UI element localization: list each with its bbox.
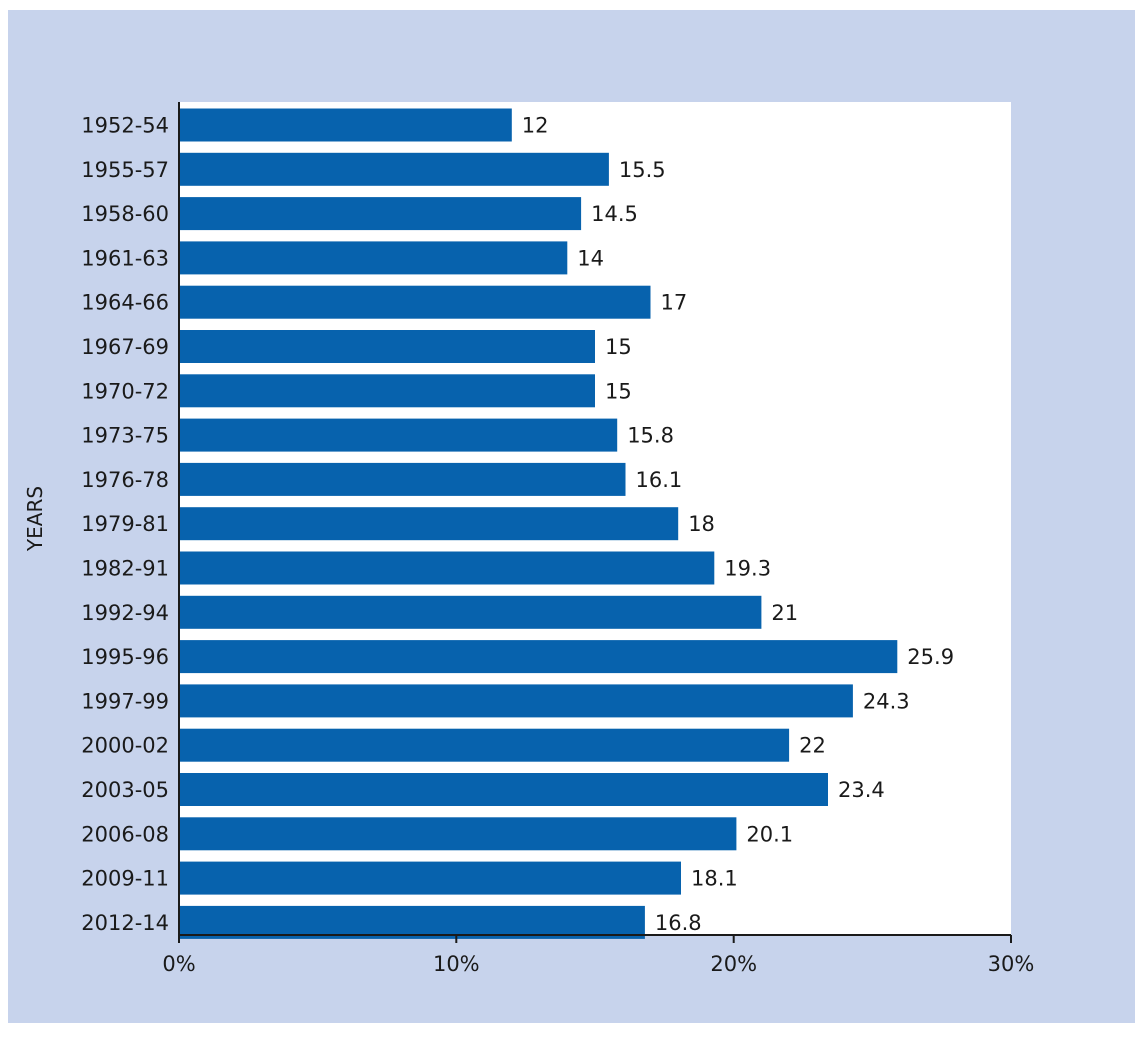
- bar-1952-54: [179, 108, 512, 142]
- bar-1967-69: [179, 330, 595, 363]
- x-tick-label: 20%: [710, 952, 757, 976]
- value-label: 20.1: [746, 822, 793, 846]
- value-label: 24.3: [863, 689, 910, 713]
- bar-1961-63: [179, 241, 568, 275]
- x-tick-label: 0%: [162, 952, 195, 976]
- value-label: 15.5: [619, 158, 666, 182]
- category-label: 1973-75: [81, 424, 169, 448]
- bar-1964-66: [179, 285, 651, 319]
- category-label: 1997-99: [81, 689, 169, 713]
- value-label: 25.9: [907, 645, 954, 669]
- chart-frame: 1952-54 1955-57 1958-60 1961-63 1964-66 1967-…: [8, 10, 1135, 1023]
- bar-2000-02: [179, 728, 790, 762]
- bar-1958-60: [179, 197, 582, 231]
- bar-1976-78: [179, 462, 626, 496]
- value-label: 12: [522, 114, 549, 138]
- bar-1995-96: [179, 640, 898, 674]
- value-label: 16.1: [636, 468, 683, 492]
- value-label: 21: [771, 601, 798, 625]
- bar-1979-81: [179, 507, 679, 541]
- x-tick-label: 30%: [988, 952, 1035, 976]
- value-labels: 12 15.5 14.5 14 17 15 15 15.8 16.118 19.321 25.9 24…: [522, 114, 954, 935]
- value-label: 15.8: [627, 424, 674, 448]
- category-label: 2003-05: [81, 778, 169, 802]
- value-label: 22: [799, 734, 826, 758]
- category-label: 1970-72: [81, 379, 169, 403]
- bar-1955-57: [179, 152, 609, 186]
- category-label: 2006-08: [81, 822, 169, 846]
- category-label: 1992-94: [81, 601, 169, 625]
- bar-1992-94: [179, 595, 762, 629]
- category-label: 1982-91: [81, 557, 169, 581]
- category-label: 1958-60: [81, 202, 169, 226]
- x-axis-ticks: 0% 10% 20% 30%: [162, 935, 1034, 976]
- bar-1982-91: [179, 551, 715, 585]
- category-label: 1952-54: [81, 114, 169, 138]
- value-label: 17: [661, 291, 688, 315]
- bar-2003-05: [179, 773, 828, 806]
- category-label: 2009-11: [81, 867, 169, 891]
- x-tick-label: 10%: [433, 952, 480, 976]
- category-labels: 1952-54 1955-57 1958-60 1961-63 1964-66 1967-…: [81, 114, 169, 935]
- value-label: 23.4: [838, 778, 885, 802]
- category-label: 1995-96: [81, 645, 169, 669]
- value-label: 18.1: [691, 867, 738, 891]
- value-label: 16.8: [655, 911, 702, 935]
- category-label: 1979-81: [81, 512, 169, 536]
- value-label: 14: [577, 246, 604, 270]
- y-axis-title: YEARS: [23, 486, 47, 552]
- category-label: 1955-57: [81, 158, 169, 182]
- bar-chart: 1952-54 1955-57 1958-60 1961-63 1964-66 1967-…: [23, 102, 1034, 976]
- category-label: 2000-02: [81, 734, 169, 758]
- value-label: 19.3: [724, 557, 771, 581]
- value-label: 15: [605, 379, 632, 403]
- value-label: 14.5: [591, 202, 638, 226]
- bar-2012-14: [179, 905, 645, 939]
- category-label: 1961-63: [81, 246, 169, 270]
- category-label: 2012-14: [81, 911, 169, 935]
- category-label: 1964-66: [81, 291, 169, 315]
- bar-2009-11: [179, 861, 681, 895]
- value-label: 15: [605, 335, 632, 359]
- category-label: 1967-69: [81, 335, 169, 359]
- value-label: 18: [688, 512, 715, 536]
- bars: [179, 108, 898, 939]
- bar-1970-72: [179, 374, 595, 408]
- bar-2006-08: [179, 817, 737, 851]
- category-label: 1976-78: [81, 468, 169, 492]
- bar-1973-75: [179, 418, 618, 452]
- bar-1997-99: [179, 684, 853, 718]
